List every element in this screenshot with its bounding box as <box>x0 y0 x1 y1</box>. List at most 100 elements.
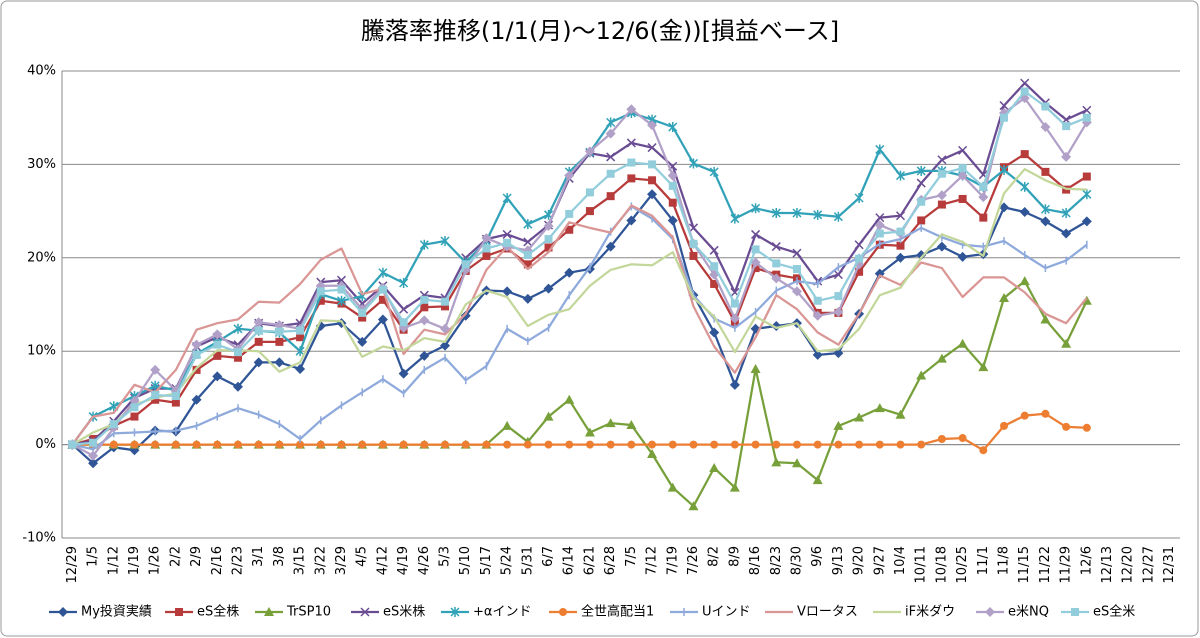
marker <box>336 275 347 285</box>
x-tick-label: 3/8 <box>272 546 287 567</box>
chart-title: 騰落率推移(1/1(月)～12/6(金))[損益ベース] <box>361 17 839 45</box>
marker <box>937 155 947 165</box>
series-line <box>72 205 1088 451</box>
marker <box>709 327 720 338</box>
marker <box>264 607 274 616</box>
marker <box>1082 172 1091 181</box>
marker <box>1019 207 1030 218</box>
marker <box>253 317 264 328</box>
marker <box>689 440 698 449</box>
marker <box>275 440 284 449</box>
marker <box>1019 276 1030 286</box>
marker <box>212 329 223 340</box>
marker <box>151 395 160 404</box>
x-tick-label: 11/22 <box>1038 546 1053 583</box>
marker <box>833 211 843 222</box>
marker <box>441 297 450 306</box>
marker <box>979 182 988 191</box>
marker <box>626 215 637 226</box>
marker <box>1061 338 1072 348</box>
marker <box>58 607 68 617</box>
marker <box>274 357 285 368</box>
marker <box>295 346 305 357</box>
marker <box>606 152 616 162</box>
marker <box>751 229 761 239</box>
marker <box>606 117 616 128</box>
x-tick-label: 5/17 <box>479 546 494 575</box>
x-tick-label: 6/7 <box>541 546 556 567</box>
marker <box>565 440 574 449</box>
marker <box>916 370 927 380</box>
x-tick-label: 8/30 <box>789 546 804 575</box>
marker <box>1000 113 1009 122</box>
marker <box>1082 105 1092 115</box>
marker <box>482 251 491 260</box>
marker <box>709 462 720 472</box>
x-tick-label: 5/24 <box>500 546 515 575</box>
marker <box>171 398 180 407</box>
marker <box>336 295 347 306</box>
x-tick-label: 5/3 <box>438 546 453 567</box>
marker <box>481 233 492 244</box>
marker <box>917 216 926 225</box>
marker <box>813 209 823 220</box>
x-tick-label: 2/16 <box>210 546 225 575</box>
marker <box>936 190 947 201</box>
marker <box>254 440 263 449</box>
marker <box>792 265 801 274</box>
marker <box>192 350 201 359</box>
marker <box>999 101 1009 111</box>
marker <box>150 364 161 375</box>
marker <box>1020 150 1029 159</box>
marker <box>648 160 657 169</box>
marker <box>1082 113 1091 122</box>
marker <box>296 333 305 342</box>
marker <box>1041 409 1050 418</box>
marker <box>854 412 865 422</box>
marker <box>337 285 346 294</box>
marker <box>503 440 512 449</box>
marker <box>1041 102 1050 111</box>
marker <box>627 440 636 449</box>
marker <box>585 207 594 216</box>
x-tick-label: 2/23 <box>230 546 245 575</box>
marker <box>854 240 864 250</box>
marker <box>461 260 470 269</box>
x-tick-label: 9/6 <box>810 546 825 567</box>
marker <box>668 181 677 190</box>
x-tick-label: 8/9 <box>727 546 742 567</box>
marker <box>1020 411 1029 420</box>
x-tick-label: 1/5 <box>86 546 101 567</box>
marker <box>1082 423 1091 432</box>
x-tick-label: 12/6 <box>1079 546 1094 575</box>
marker <box>254 326 263 335</box>
marker <box>750 257 761 268</box>
x-tick-label: 3/15 <box>293 546 308 575</box>
x-tick-label: 12/31 <box>1162 546 1177 583</box>
legend-label: e米NQ <box>1008 605 1049 620</box>
marker <box>233 440 242 449</box>
marker <box>855 440 864 449</box>
legend-label: Uインド <box>702 605 751 620</box>
marker <box>358 313 367 322</box>
marker <box>668 440 677 449</box>
marker <box>896 440 905 449</box>
marker <box>999 202 1010 213</box>
marker <box>420 303 429 312</box>
marker <box>1041 167 1050 176</box>
x-tick-label: 3/22 <box>313 546 328 575</box>
marker <box>1061 228 1072 239</box>
marker <box>834 292 843 301</box>
x-tick-label: 9/13 <box>831 546 846 575</box>
marker <box>523 237 533 247</box>
marker <box>605 128 616 139</box>
marker <box>440 323 451 334</box>
marker <box>958 434 967 443</box>
marker <box>109 420 118 429</box>
marker <box>895 211 906 221</box>
marker <box>358 308 367 317</box>
marker <box>171 440 180 449</box>
marker <box>1040 204 1050 215</box>
x-tick-label: 2/9 <box>189 546 204 567</box>
